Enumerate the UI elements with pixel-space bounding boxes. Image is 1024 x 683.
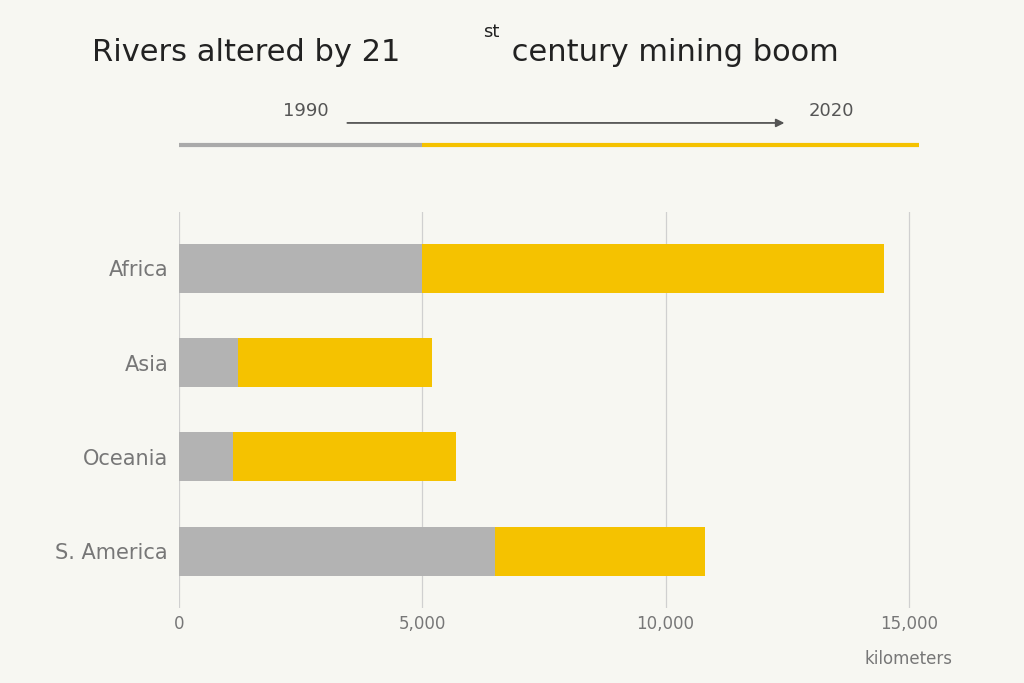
Text: Rivers altered by 21: Rivers altered by 21: [92, 38, 400, 66]
Bar: [179, 527, 496, 576]
Text: century mining boom: century mining boom: [502, 38, 839, 66]
Bar: [179, 338, 238, 387]
Bar: [179, 432, 232, 482]
Bar: [422, 244, 885, 293]
Bar: [179, 244, 422, 293]
Text: 1990: 1990: [283, 102, 329, 120]
Text: st: st: [483, 23, 500, 40]
Bar: [238, 338, 432, 387]
Text: 2020: 2020: [808, 102, 854, 120]
Bar: [232, 432, 457, 482]
Text: kilometers: kilometers: [865, 650, 952, 668]
Bar: [496, 527, 705, 576]
